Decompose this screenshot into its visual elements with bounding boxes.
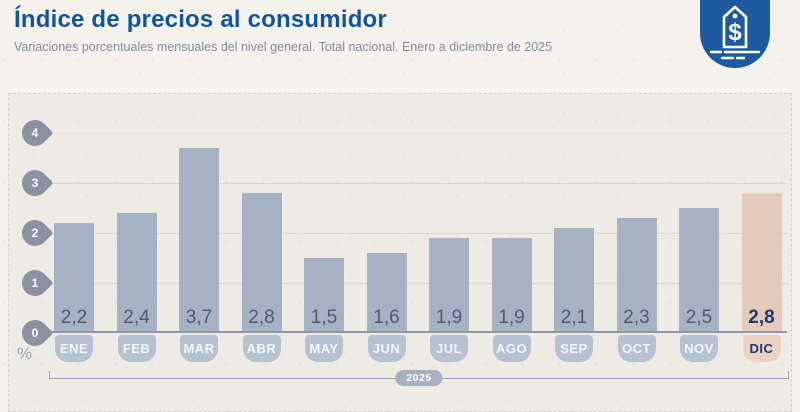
bar-dic: [741, 193, 782, 333]
y-axis-tick-pin-2: 2: [16, 214, 54, 252]
month-label-mar: MAR: [180, 335, 218, 362]
month-label-dic: DIC: [742, 335, 781, 362]
gridline-2: [49, 233, 787, 234]
bar-jun: [366, 253, 407, 333]
y-axis-tick-pin-3: 3: [16, 164, 54, 202]
y-axis-tick-value: 1: [31, 276, 39, 290]
y-axis-tick-value: 2: [31, 226, 39, 240]
price-tag-dollar-icon: $: [709, 5, 761, 60]
month-label-oct: OCT: [617, 335, 656, 362]
ground-lines: [709, 50, 761, 60]
gridline-3: [49, 183, 787, 184]
year-bracket: 2025: [49, 370, 789, 386]
bar-value-dic: 2,8: [748, 307, 775, 328]
bar-value-nov: 2,5: [685, 307, 713, 328]
bar-value-ene: 2,2: [60, 307, 88, 328]
month-label-nov: NOV: [680, 335, 718, 362]
page-subtitle: Variaciones porcentuales mensuales del n…: [14, 40, 553, 54]
bar-feb: [116, 213, 157, 333]
bar-value-jul: 1,9: [435, 307, 463, 328]
bar-value-may: 1,5: [310, 307, 338, 328]
bar-value-oct: 2,3: [623, 307, 650, 328]
month-label-may: MAY: [305, 335, 343, 362]
bar-mar: [179, 148, 219, 333]
bar-oct: [616, 218, 657, 333]
gridline-1: [49, 283, 787, 284]
month-label-jun: JUN: [367, 335, 406, 362]
bar-value-abr: 2,8: [248, 307, 275, 328]
x-axis-line: [45, 331, 787, 333]
bar-value-sep: 2,1: [560, 307, 588, 328]
y-axis-tick-value: 0: [31, 326, 39, 340]
month-label-ene: ENE: [55, 335, 93, 362]
dollar-sign: $: [728, 19, 742, 46]
gridline-4: [49, 133, 787, 134]
price-tag-badge: $: [700, 0, 770, 68]
y-axis-tick-pin-1: 1: [16, 264, 54, 302]
bar-sep: [554, 228, 594, 333]
bar-may: [304, 258, 344, 333]
y-axis-tick-value: 4: [31, 126, 39, 140]
header: Índice de precios al consumidor Variacio…: [14, 6, 674, 54]
y-axis-unit-label: %: [17, 344, 33, 363]
y-axis-tick-value: 3: [31, 176, 39, 190]
bar-value-jun: 1,6: [373, 307, 400, 328]
bar-value-feb: 2,4: [123, 307, 150, 328]
month-label-abr: ABR: [242, 335, 281, 362]
chart-panel: 4 3 2 1 0 2,2 ENE 2,4 FEB 3,7 MAR 2,8 ABR 1,5 MAY 1,6 J…: [8, 93, 792, 412]
bar-ene: [54, 223, 94, 333]
bar-value-mar: 3,7: [185, 307, 213, 328]
page-title: Índice de precios al consumidor: [14, 6, 387, 33]
y-axis-tick-pin-0: 0: [16, 314, 54, 352]
bar-ago: [491, 238, 532, 333]
bar-value-ago: 1,9: [498, 307, 525, 328]
bar-abr: [241, 193, 282, 333]
year-label: 2025: [395, 370, 443, 386]
month-label-ago: AGO: [492, 335, 531, 362]
y-axis-tick-pin-4: 4: [16, 114, 54, 152]
month-label-sep: SEP: [555, 335, 593, 362]
bar-jul: [429, 238, 469, 333]
month-label-jul: JUL: [430, 335, 468, 362]
month-label-feb: FEB: [117, 335, 156, 362]
bar-nov: [679, 208, 719, 333]
